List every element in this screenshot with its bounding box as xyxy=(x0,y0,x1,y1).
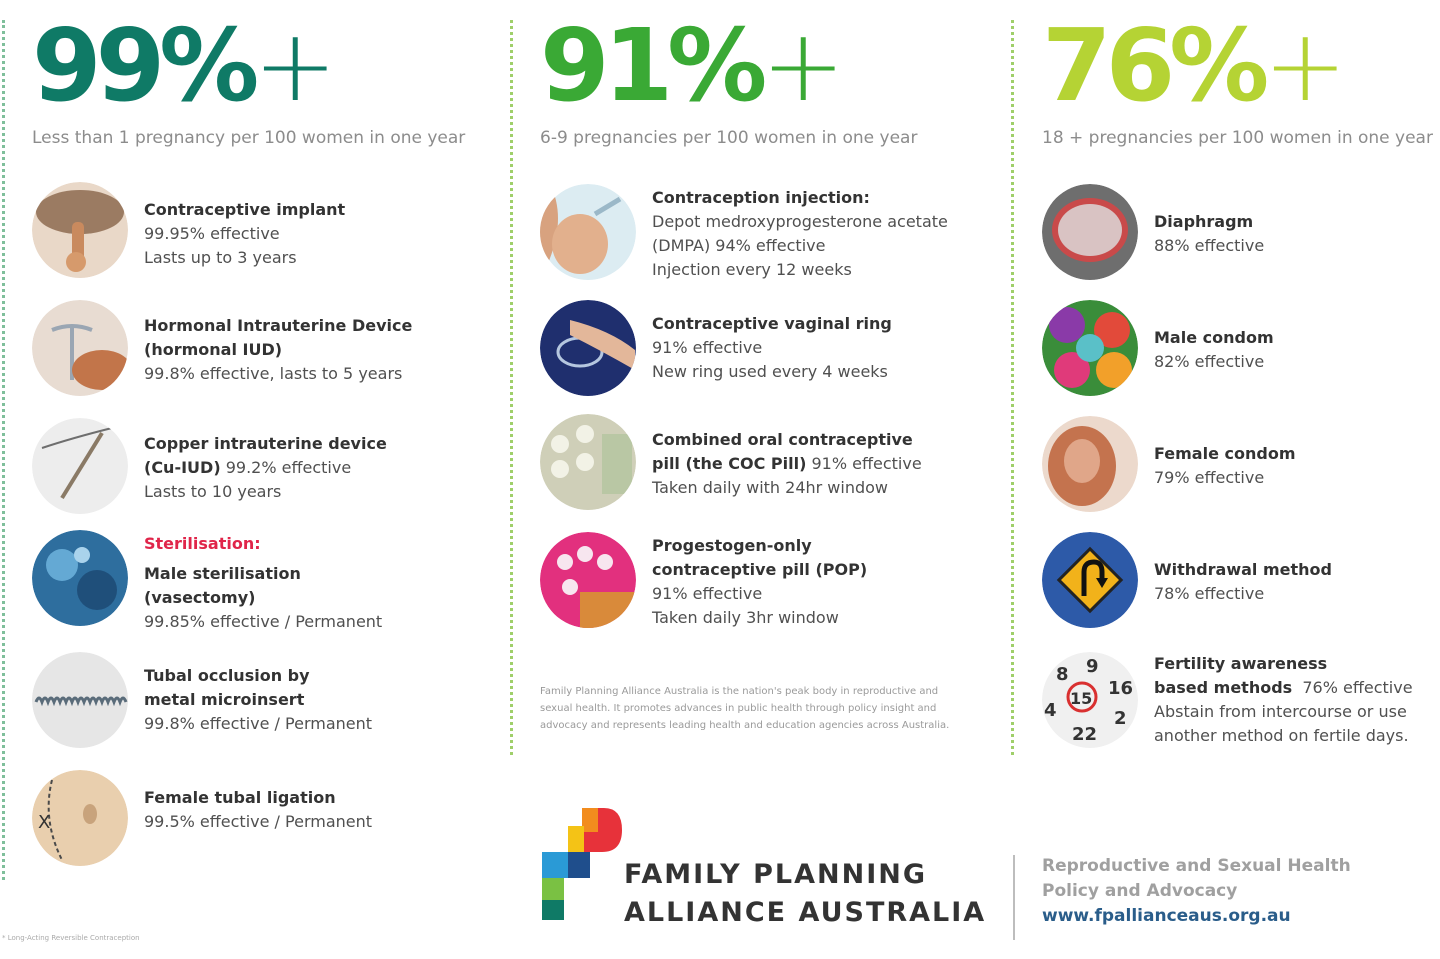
column-divider-1 xyxy=(510,20,513,755)
column-divider-2 xyxy=(1011,20,1014,755)
copper-iud-image xyxy=(32,418,128,514)
effectiveness-heading: 99%+ xyxy=(32,7,337,124)
method-text: Combined oral contraceptive pill (the CO… xyxy=(652,430,922,497)
svg-text:8: 8 xyxy=(1056,664,1069,685)
calendar-image: 8 9 16 4 22 2 15 xyxy=(1042,652,1138,748)
implant-image xyxy=(32,182,128,278)
method-text: Diaphragm 88% effective xyxy=(1154,212,1265,255)
method-text: Copper intrauterine device (Cu-IUD) 99.2… xyxy=(144,434,387,501)
method-text: Contraception injection: Depot medroxypr… xyxy=(652,188,948,279)
svg-text:2: 2 xyxy=(1114,708,1127,729)
contact-block: Reproductive and Sexual Health Policy an… xyxy=(1042,854,1351,929)
female-condom-image xyxy=(1042,416,1138,512)
logo-separator xyxy=(1013,855,1015,940)
svg-text:4: 4 xyxy=(1044,700,1057,721)
method-text: Male condom 82% effective xyxy=(1154,328,1274,371)
svg-text:22: 22 xyxy=(1072,724,1097,745)
vasectomy-image xyxy=(32,530,128,626)
coc-pill-image xyxy=(540,414,636,510)
method-text: Tubal occlusion by metal microinsert 99.… xyxy=(144,666,373,733)
method-text: Contraceptive implant 99.95% effective L… xyxy=(144,200,346,267)
left-dotted-border xyxy=(2,20,5,880)
pregnancy-rate-subtitle: Less than 1 pregnancy per 100 women in o… xyxy=(32,128,466,148)
footnote: * Long-Acting Reversible Contraception xyxy=(2,934,140,942)
pregnancy-rate-subtitle: 6-9 pregnancies per 100 women in one yea… xyxy=(540,128,918,148)
svg-text:9: 9 xyxy=(1086,656,1099,677)
injection-image xyxy=(540,184,636,280)
logo-wordmark: FAMILY PLANNING ALLIANCE AUSTRALIA xyxy=(624,859,987,928)
effectiveness-heading: 76%+ xyxy=(1042,7,1347,124)
method-text: Female condom 79% effective xyxy=(1154,444,1296,487)
method-text: Sterilisation: Male sterilisation (vasec… xyxy=(144,534,383,631)
method-text: Hormonal Intrauterine Device (hormonal I… xyxy=(144,316,413,383)
diaphragm-image xyxy=(1042,184,1138,280)
method-text: Fertility awareness based methods 76% ef… xyxy=(1154,654,1413,745)
pop-pill-image xyxy=(540,532,636,628)
organisation-note: Family Planning Alliance Australia is th… xyxy=(540,686,950,731)
svg-text:16: 16 xyxy=(1108,678,1133,699)
vaginal-ring-image xyxy=(540,300,636,396)
tubal-ligation-image: X xyxy=(32,770,128,866)
hormonal-iud-image xyxy=(32,300,128,396)
withdrawal-sign-image xyxy=(1042,532,1138,628)
male-condom-image xyxy=(1042,300,1138,396)
method-text: Progestogen-only contraceptive pill (POP… xyxy=(652,536,868,627)
pregnancy-rate-subtitle: 18 + pregnancies per 100 women in one ye… xyxy=(1042,128,1433,148)
sterilisation-heading: Sterilisation: xyxy=(144,534,261,553)
svg-text:X: X xyxy=(38,812,50,833)
microinsert-image xyxy=(32,652,128,748)
method-text: Withdrawal method 78% effective xyxy=(1154,560,1332,603)
website-link[interactable]: www.fpallianceaus.org.au xyxy=(1042,906,1291,926)
method-text: Contraceptive vaginal ring 91% effective… xyxy=(652,314,892,381)
method-text: Female tubal ligation 99.5% effective / … xyxy=(144,788,373,831)
effectiveness-heading: 91%+ xyxy=(540,7,845,124)
fpaa-logo-icon xyxy=(542,808,622,920)
svg-text:15: 15 xyxy=(1070,689,1092,708)
